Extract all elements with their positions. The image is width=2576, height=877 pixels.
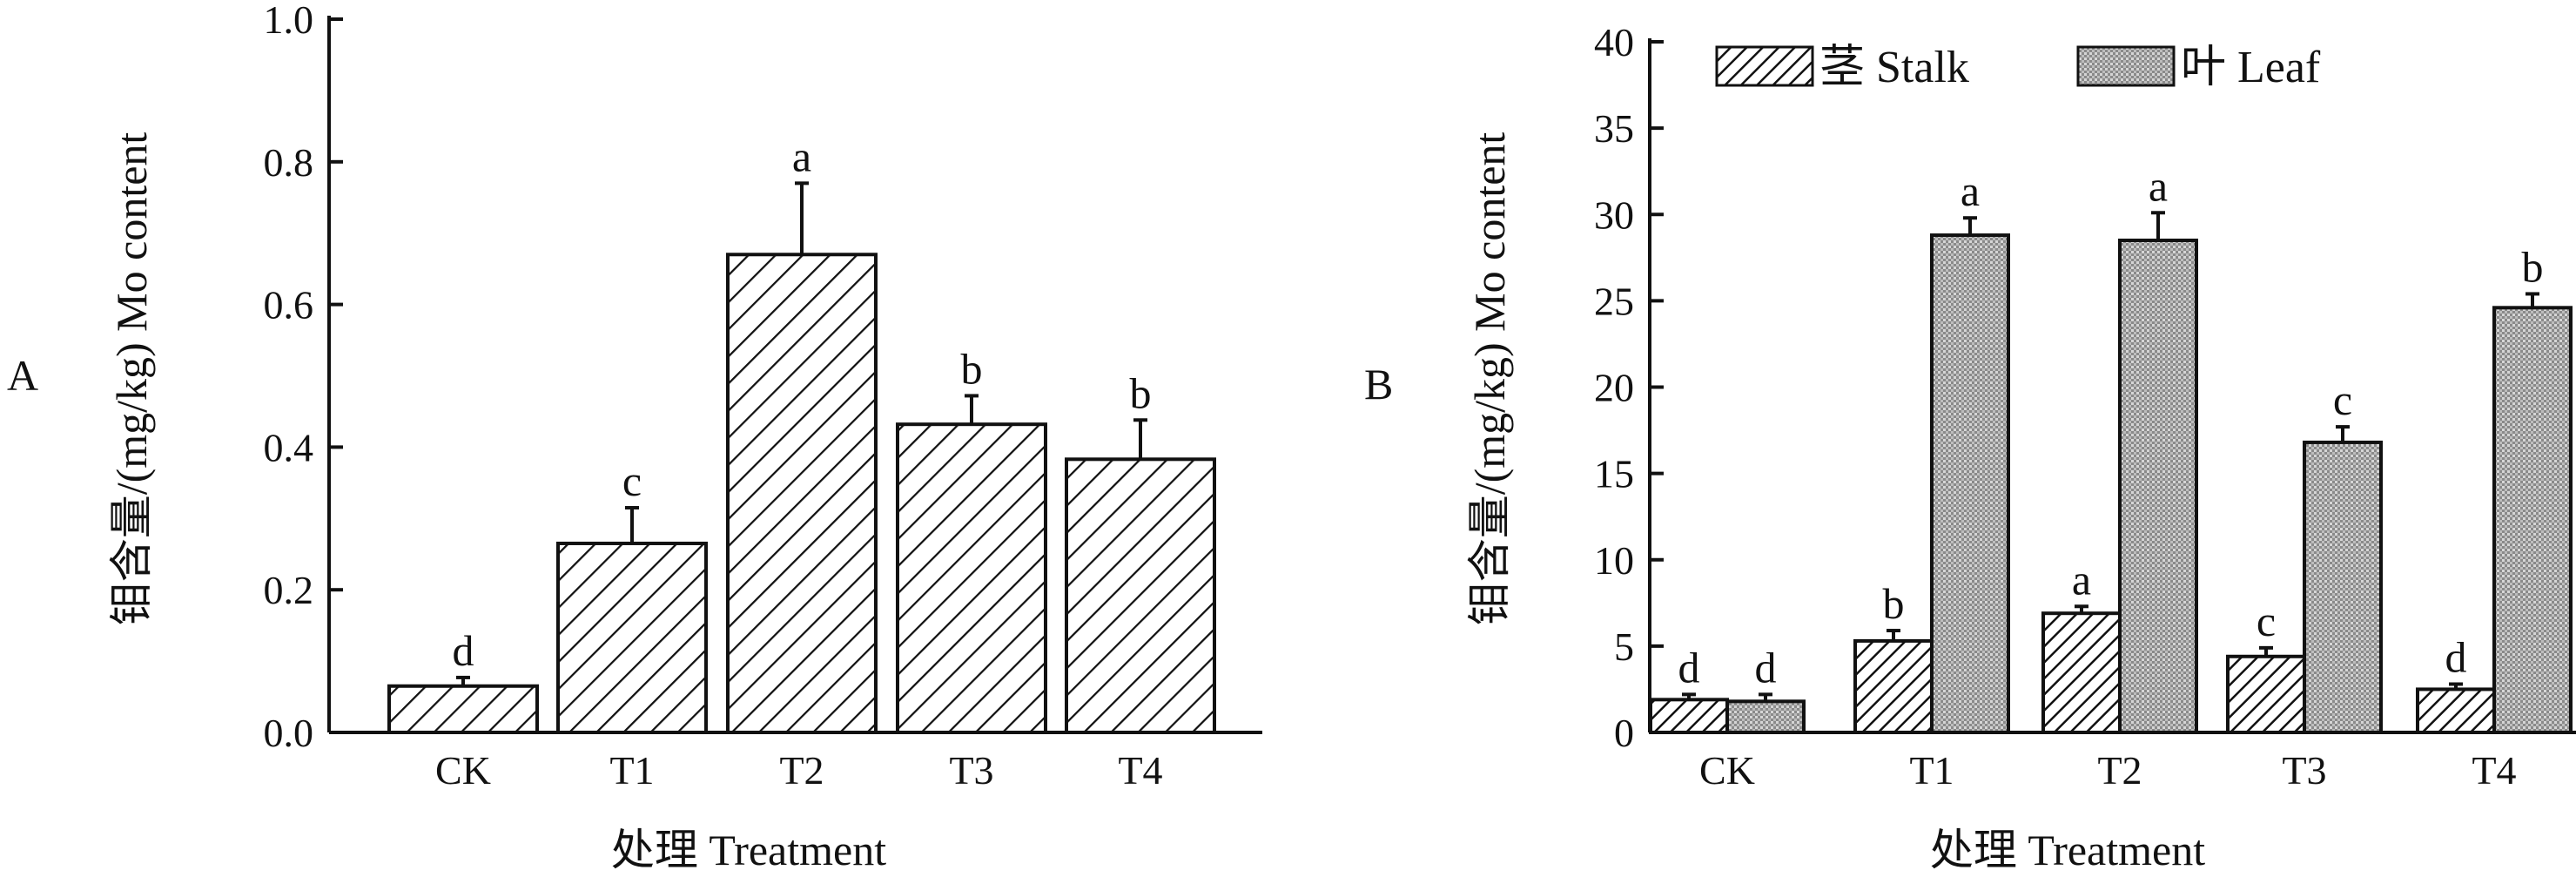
- legend-label-stalk: 茎 Stalk: [1819, 43, 1969, 92]
- panel-b-y-tick-label: 20: [1594, 366, 1634, 410]
- panel-a-bar: [726, 253, 878, 734]
- panel-b-significance-letter: c: [2257, 597, 2276, 645]
- panel-a-significance-letter: b: [961, 344, 983, 393]
- panel-b-y-tick-label: 5: [1614, 624, 1634, 669]
- panel-b-significance-letter: c: [2333, 375, 2352, 424]
- panel-b-y-tick-label: 40: [1594, 20, 1634, 64]
- panel-b-x-tick-label: CK: [1699, 748, 1755, 793]
- panel-a-x-tick-label: T1: [609, 748, 654, 793]
- panel-b-bar: [2041, 611, 2122, 735]
- panel-b-bar: [2118, 238, 2198, 734]
- panel-b-bar: [2226, 654, 2306, 735]
- legend-swatch-stalk: [1715, 45, 1814, 87]
- panel-a-y-tick-label: 0.2: [264, 568, 314, 612]
- panel-a-significance-letter: a: [792, 132, 811, 180]
- panel-b-y-tick-label: 35: [1594, 106, 1634, 151]
- panel-b-significance-letter: d: [1678, 643, 1700, 691]
- panel-b-significance-letter: a: [2072, 555, 2091, 604]
- panel-a-bars: d c a b b: [387, 132, 1216, 735]
- panel-b-significance-letter: d: [1755, 643, 1777, 691]
- panel-b-significance-letter: a: [2149, 161, 2168, 210]
- panel-a-x-tick-label: T3: [949, 748, 993, 793]
- panel-b-bar: [2416, 687, 2496, 734]
- panel-a: A 0.0 0.2 0.4 0.6 0.8 1.0 CK T1 T2 T3 T4 d c a b b 钼含…: [7, 0, 1262, 874]
- panel-b: B 0 5 10 15 20 25 30 35 40 CK T1 T2 T3 T4 d b a c d d a a c b…: [1364, 20, 2576, 874]
- panel-a-y-tick-label: 0.0: [264, 711, 314, 755]
- panel-b-y-tick-label: 30: [1594, 192, 1634, 237]
- panel-b-x-axis-title: 处理 Treatment: [1930, 826, 2205, 873]
- panel-b-x-tick-label: T2: [2097, 748, 2142, 793]
- panel-b-label: B: [1364, 360, 1393, 408]
- panel-b-significance-letter: a: [1961, 166, 1980, 215]
- panel-a-bar: [556, 541, 708, 735]
- panel-a-bar: [896, 422, 1047, 734]
- panel-a-bar: [1065, 457, 1216, 734]
- legend-swatch-leaf: [2076, 45, 2176, 87]
- panel-b-bar: [1853, 638, 1934, 734]
- panel-b-significance-letter: b: [1883, 579, 1905, 628]
- panel-b-y-tick-label: 10: [1594, 538, 1634, 583]
- panel-b-bar: [1725, 699, 1806, 735]
- panel-b-bars: d b a c d d a a c b: [1649, 161, 2573, 735]
- panel-b-bar: [2303, 440, 2383, 734]
- panel-b-y-axis-title: 钼含量/(mg/kg) Mo content: [1465, 132, 1514, 626]
- panel-b-bar: [1930, 233, 2010, 735]
- panel-a-y-tick-label: 0.8: [264, 140, 314, 185]
- panel-b-y-tick-label: 15: [1594, 452, 1634, 496]
- legend-label-leaf: 叶 Leaf: [2181, 43, 2321, 92]
- panel-a-x-tick-label: CK: [435, 748, 491, 793]
- panel-b-significance-letter: d: [2445, 632, 2467, 681]
- panel-a-x-axis: CK T1 T2 T3 T4: [329, 731, 1262, 793]
- panel-b-y-axis: 0 5 10 15 20 25 30 35 40: [1594, 20, 1664, 755]
- panel-b-x-tick-label: T3: [2282, 748, 2326, 793]
- panel-a-x-tick-label: T4: [1118, 748, 1162, 793]
- panel-b-legend: 茎 Stalk 叶 Leaf: [1715, 43, 2321, 92]
- panel-b-bar: [1649, 698, 1729, 735]
- panel-a-x-tick-label: T2: [779, 748, 824, 793]
- panel-a-significance-letter: c: [622, 456, 642, 505]
- panel-a-y-tick-label: 1.0: [264, 0, 314, 42]
- panel-b-bar: [2492, 306, 2573, 734]
- panel-a-y-tick-label: 0.6: [264, 283, 314, 327]
- panel-a-significance-letter: d: [453, 626, 474, 675]
- panel-a-y-axis-title: 钼含量/(mg/kg) Mo content: [107, 132, 156, 626]
- panel-a-y-axis: 0.0 0.2 0.4 0.6 0.8 1.0: [264, 0, 343, 755]
- panel-a-significance-letter: b: [1130, 368, 1152, 417]
- panel-a-label: A: [7, 351, 38, 400]
- panel-b-y-tick-label: 25: [1594, 279, 1634, 323]
- panel-b-significance-letter: b: [2522, 242, 2544, 291]
- panel-b-y-tick-label: 0: [1614, 711, 1634, 755]
- panel-a-x-axis-title: 处理 Treatment: [611, 826, 886, 873]
- panel-b-x-tick-label: T4: [2472, 748, 2516, 793]
- panel-a-bar: [387, 684, 539, 735]
- panel-a-y-tick-label: 0.4: [264, 425, 314, 469]
- panel-b-x-tick-label: T1: [1909, 748, 1954, 793]
